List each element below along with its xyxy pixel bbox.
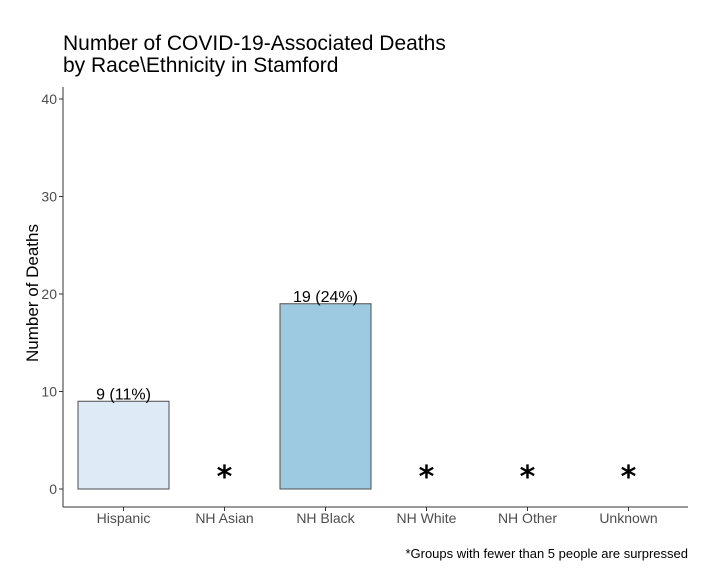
suppressed-marker-nh-white: * (419, 460, 435, 495)
y-tick-label-0: 0 (49, 481, 57, 497)
data-labels-layer: 9 (11%) * 19 (24%) * * * (96, 289, 637, 495)
bar-hispanic (77, 400, 170, 490)
y-axis-title: Number of Deaths (23, 224, 42, 362)
suppressed-marker-unknown: * (621, 460, 637, 495)
bars-layer (77, 303, 372, 490)
x-axis-ticks: Hispanic NH Asian NH Black NH White NH Other… (97, 507, 658, 526)
x-tick-label-nh-black: NH Black (296, 510, 355, 526)
x-tick-label-hispanic: Hispanic (97, 510, 151, 526)
y-axis-ticks: 0 10 20 30 40 (41, 91, 63, 497)
x-tick-label-nh-other: NH Other (498, 510, 557, 526)
footnote-text: *Groups with fewer than 5 people are sur… (405, 546, 688, 561)
chart-title-line-1: Number of COVID-19-Associated Deaths (63, 32, 446, 55)
y-tick-label-10: 10 (41, 384, 57, 400)
chart-title-line-2: by Race\Ethnicity in Stamford (63, 54, 338, 77)
x-tick-label-nh-white: NH White (397, 510, 457, 526)
data-label-nh-black: 19 (24%) (293, 289, 358, 306)
x-tick-label-unknown: Unknown (599, 510, 657, 526)
y-tick-label-30: 30 (41, 189, 57, 205)
suppressed-marker-nh-other: * (520, 460, 536, 495)
suppressed-marker-nh-asian: * (217, 460, 233, 495)
data-label-hispanic: 9 (11%) (96, 386, 151, 403)
y-tick-label-20: 20 (41, 286, 57, 302)
y-tick-label-40: 40 (41, 91, 57, 107)
x-tick-label-nh-asian: NH Asian (195, 510, 253, 526)
bar-nh-black (279, 303, 372, 490)
